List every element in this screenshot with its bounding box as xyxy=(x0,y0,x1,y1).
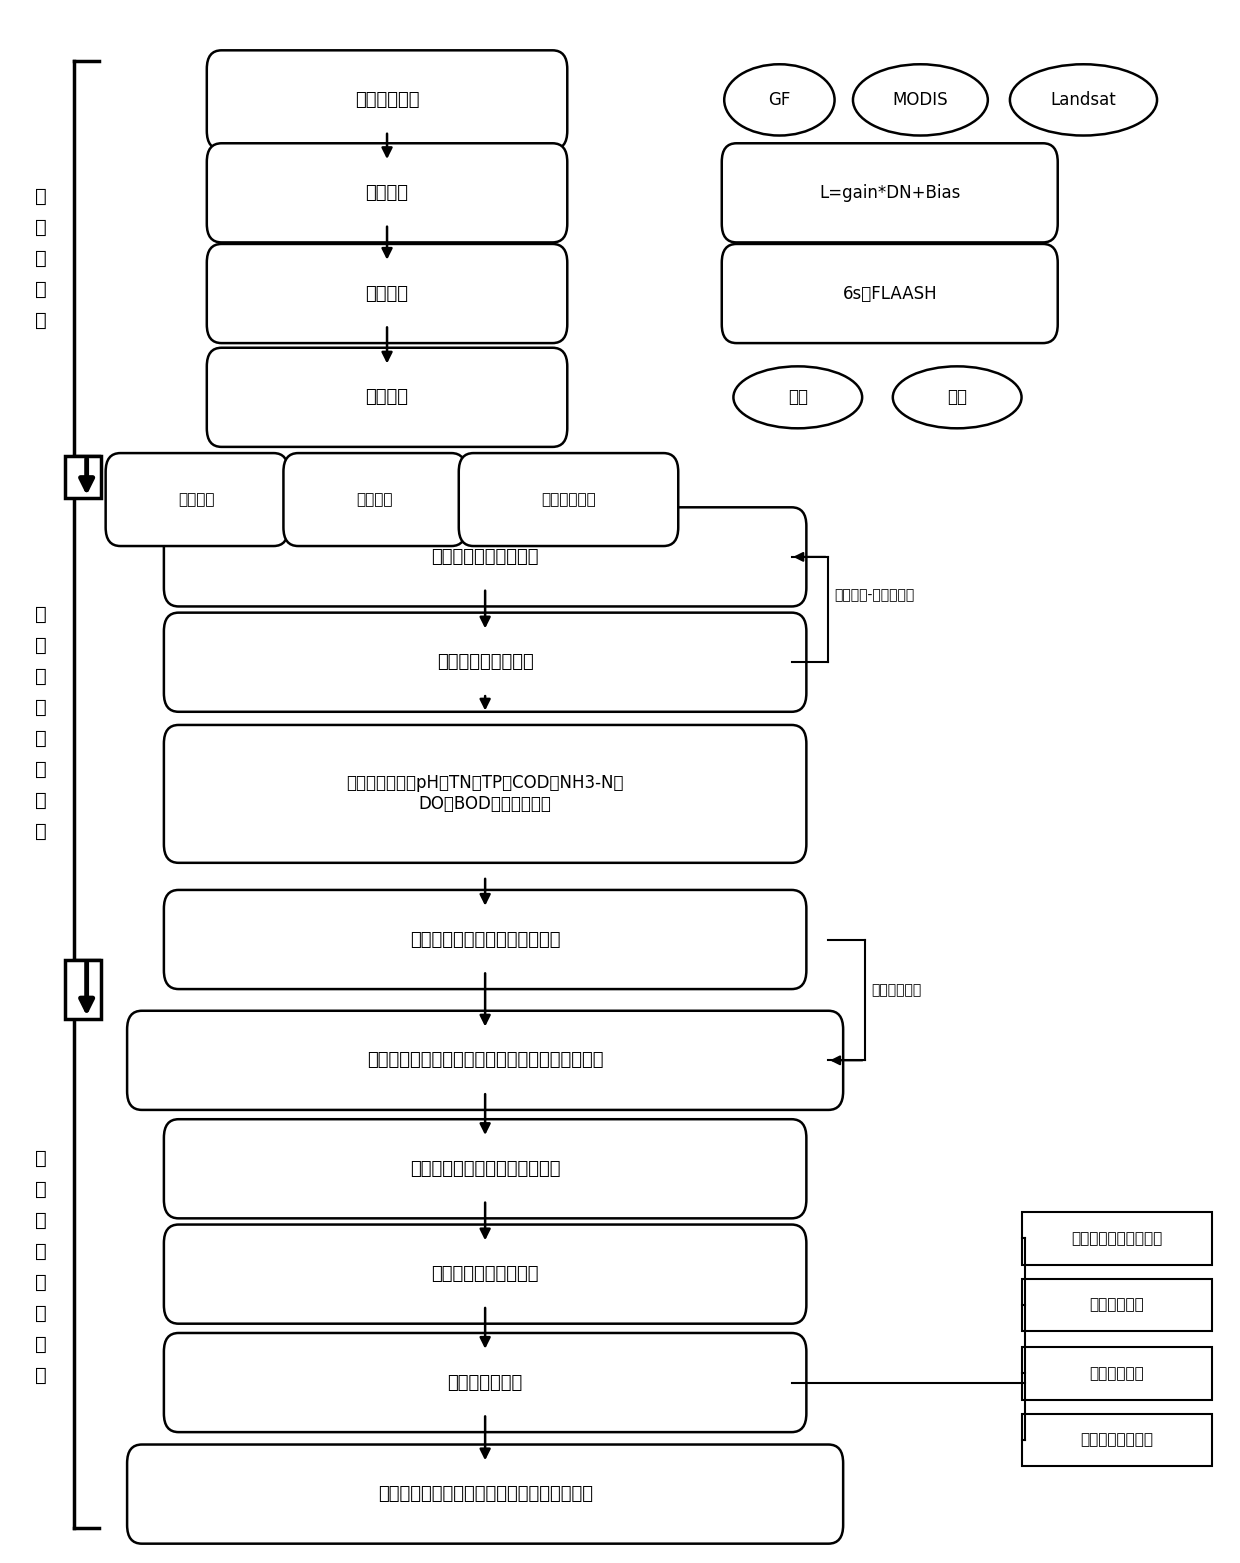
FancyBboxPatch shape xyxy=(64,960,102,1019)
Ellipse shape xyxy=(853,64,988,136)
FancyBboxPatch shape xyxy=(207,244,567,344)
FancyBboxPatch shape xyxy=(64,456,102,499)
Text: 构建二维规则网格及水动力模型: 构建二维规则网格及水动力模型 xyxy=(410,1160,560,1179)
Ellipse shape xyxy=(893,366,1022,428)
FancyBboxPatch shape xyxy=(164,613,806,711)
FancyBboxPatch shape xyxy=(164,508,806,606)
FancyBboxPatch shape xyxy=(164,1119,806,1218)
FancyBboxPatch shape xyxy=(164,1333,806,1432)
Text: MODIS: MODIS xyxy=(893,91,949,109)
Text: 裁剪: 裁剪 xyxy=(787,388,807,406)
Text: 辐射定标: 辐射定标 xyxy=(366,184,408,202)
Bar xyxy=(1022,1213,1211,1264)
Text: 遥感反演模型和水生态模型嵌套: 遥感反演模型和水生态模型嵌套 xyxy=(410,930,560,949)
FancyBboxPatch shape xyxy=(105,453,289,545)
FancyBboxPatch shape xyxy=(164,1224,806,1324)
Text: 数
据
预
处
理: 数 据 预 处 理 xyxy=(36,188,47,330)
Text: 不同水体: 不同水体 xyxy=(179,492,216,506)
Text: 大气校正: 大气校正 xyxy=(366,284,408,303)
Text: 水温、透明度、pH、TN、TP、COD、NH3-N、
DO、BOD浓度反演模型: 水温、透明度、pH、TN、TP、COD、NH3-N、 DO、BOD浓度反演模型 xyxy=(346,775,624,813)
Text: Landsat: Landsat xyxy=(1050,91,1116,109)
Bar xyxy=(1022,1279,1211,1332)
Text: 未来气象变化条件下模拟预测水域叶绿素浓度: 未来气象变化条件下模拟预测水域叶绿素浓度 xyxy=(378,1485,593,1504)
Bar xyxy=(1022,1413,1211,1466)
FancyBboxPatch shape xyxy=(207,347,567,447)
Bar xyxy=(1022,1347,1211,1399)
Text: 氮循环子系统: 氮循环子系统 xyxy=(1089,1366,1145,1380)
FancyBboxPatch shape xyxy=(722,244,1058,344)
Ellipse shape xyxy=(733,366,862,428)
Text: 获取遥感影像: 获取遥感影像 xyxy=(355,91,419,109)
FancyBboxPatch shape xyxy=(128,1011,843,1110)
Ellipse shape xyxy=(1009,64,1157,136)
Text: 叶绿素浓度反演模型: 叶绿素浓度反演模型 xyxy=(436,653,533,671)
Text: 水生态模型构建: 水生态模型构建 xyxy=(448,1374,523,1391)
Ellipse shape xyxy=(724,64,835,136)
FancyBboxPatch shape xyxy=(128,1444,843,1544)
Text: 守恒物质对流扩散模型: 守恒物质对流扩散模型 xyxy=(432,1264,539,1283)
Text: 水
生
态
动
力
学
模
型: 水 生 态 动 力 学 模 型 xyxy=(36,1149,47,1385)
Text: 图像处理: 图像处理 xyxy=(366,388,408,406)
FancyBboxPatch shape xyxy=(164,889,806,989)
Text: 磷循环子系统: 磷循环子系统 xyxy=(1089,1297,1145,1313)
Text: 不同卫星系列: 不同卫星系列 xyxy=(541,492,596,506)
Text: 浮游植物动力学子系统: 浮游植物动力学子系统 xyxy=(1071,1232,1162,1246)
Text: 融合: 融合 xyxy=(947,388,967,406)
Text: 不同时间: 不同时间 xyxy=(357,492,393,506)
FancyBboxPatch shape xyxy=(207,50,567,150)
Text: 6s、FLAASH: 6s、FLAASH xyxy=(842,284,937,303)
Text: GF: GF xyxy=(769,91,791,109)
Text: 波段组合-相关性分析: 波段组合-相关性分析 xyxy=(835,589,915,603)
FancyBboxPatch shape xyxy=(722,144,1058,242)
FancyBboxPatch shape xyxy=(207,144,567,242)
Text: 模型初始条件: 模型初始条件 xyxy=(872,983,921,997)
Text: L=gain*DN+Bias: L=gain*DN+Bias xyxy=(820,184,961,202)
FancyBboxPatch shape xyxy=(459,453,678,545)
Text: 遥
感
水
质
反
演
模
型: 遥 感 水 质 反 演 模 型 xyxy=(36,605,47,841)
Text: 采样点遥感反射率提取: 采样点遥感反射率提取 xyxy=(432,549,539,566)
Text: 溶解氧平衡子系统: 溶解氧平衡子系统 xyxy=(1080,1432,1153,1447)
Text: 建立遥感反演模型指标与水生态模型指标转化关系: 建立遥感反演模型指标与水生态模型指标转化关系 xyxy=(367,1052,604,1069)
FancyBboxPatch shape xyxy=(164,725,806,863)
FancyBboxPatch shape xyxy=(284,453,466,545)
